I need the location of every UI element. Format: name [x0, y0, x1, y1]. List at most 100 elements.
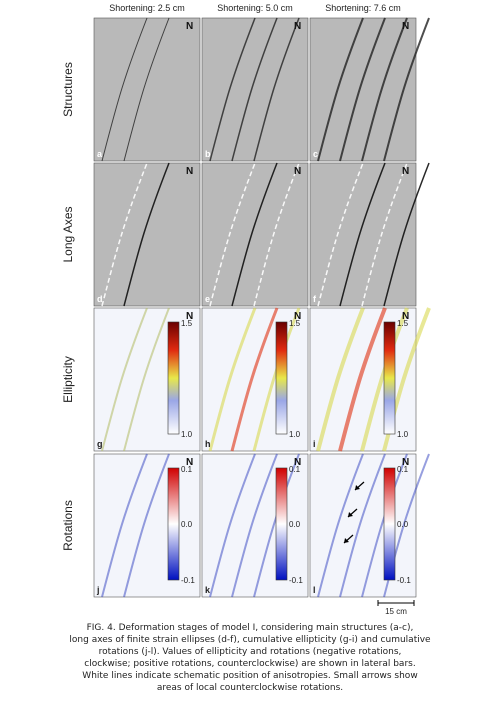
panel-letter: l — [313, 585, 316, 595]
colorbar-label: 1.5 — [397, 319, 409, 328]
north-label: N — [294, 21, 301, 32]
scale-label: 15 cm — [385, 607, 407, 616]
caption-line: clockwise; positive rotations, countercl… — [84, 659, 416, 669]
feature-line — [230, 307, 279, 452]
caption-line: White lines indicate schematic position … — [82, 671, 418, 681]
feature-line — [253, 453, 300, 598]
caption-line: areas of local counterclockwise rotation… — [156, 683, 344, 693]
panel — [93, 453, 201, 598]
panel — [93, 162, 201, 307]
panel-letter: e — [205, 294, 210, 304]
arrow-head — [348, 512, 353, 517]
north-label: N — [402, 21, 409, 32]
feature-line — [360, 307, 409, 452]
row-label: Ellipticity — [61, 356, 75, 403]
feature-line — [383, 162, 430, 307]
north-label: N — [294, 166, 301, 177]
column-header: Shortening: 2.5 cm — [109, 3, 185, 13]
colorbar-label: 0.1 — [397, 465, 409, 474]
colorbar-label: -0.1 — [181, 576, 195, 585]
caption-line: long axes of finite strain ellipses (d-f… — [69, 635, 431, 645]
arrow-head — [344, 538, 349, 543]
feature-line — [123, 307, 170, 452]
feature-line — [101, 17, 148, 162]
feature-line — [209, 453, 256, 598]
panel-letter: j — [96, 585, 100, 595]
colorbar-label: 0.0 — [289, 520, 301, 529]
colorbar-label: 0.1 — [289, 465, 301, 474]
colorbar-label: 1.0 — [397, 430, 409, 439]
feature-line — [231, 162, 278, 307]
feature-line — [252, 307, 301, 452]
north-label: N — [402, 166, 409, 177]
panel-letter: d — [97, 294, 103, 304]
caption-line: FIG. 4. Deformation stages of model I, c… — [86, 623, 414, 633]
feature-line — [123, 17, 170, 162]
colorbar-label: -0.1 — [397, 576, 411, 585]
north-label: N — [402, 457, 409, 468]
colorbar-label: 1.0 — [289, 430, 301, 439]
feature-line — [253, 162, 300, 307]
row-label: Rotations — [61, 500, 75, 551]
panel-letter: h — [205, 439, 211, 449]
panel — [201, 162, 309, 307]
feature-line — [209, 17, 256, 162]
north-label: N — [186, 21, 193, 32]
north-label: N — [402, 311, 409, 322]
feature-line — [338, 307, 387, 452]
feature-line — [317, 162, 364, 307]
feature-line — [123, 453, 170, 598]
figure: Shortening: 2.5 cm Shortening: 5.0 cm Shor… — [61, 3, 431, 616]
north-label: N — [186, 457, 193, 468]
panel — [201, 17, 309, 162]
panel — [309, 162, 417, 307]
feature-line — [339, 17, 386, 162]
colorbar — [167, 321, 180, 435]
caption: FIG. 4. Deformation stages of model I, c… — [20, 622, 480, 694]
panel — [93, 17, 201, 162]
panel-letter: f — [313, 294, 317, 304]
colorbar — [383, 321, 396, 435]
panel — [93, 307, 201, 452]
feature-line — [101, 162, 148, 307]
feature-line — [317, 453, 364, 598]
north-label: N — [294, 457, 301, 468]
feature-line — [316, 307, 365, 452]
colorbar-label: 1.5 — [181, 319, 193, 328]
colorbar-label: 1.5 — [289, 319, 301, 328]
column-header: Shortening: 7.6 cm — [325, 3, 401, 13]
colorbar — [383, 467, 396, 581]
north-label: N — [186, 166, 193, 177]
feature-line — [361, 453, 408, 598]
colorbar — [275, 321, 288, 435]
north-label: N — [186, 311, 193, 322]
feature-line — [123, 162, 170, 307]
column-header: Shortening: 5.0 cm — [217, 3, 293, 13]
arrow-head — [355, 485, 360, 490]
feature-line — [231, 453, 278, 598]
panel-letter: k — [205, 585, 211, 595]
panel-letter: b — [205, 149, 211, 159]
colorbar-label: 1.0 — [181, 430, 193, 439]
colorbar — [275, 467, 288, 581]
feature-line — [101, 453, 148, 598]
colorbar-label: 0.0 — [181, 520, 193, 529]
feature-line — [209, 162, 256, 307]
feature-line — [208, 307, 257, 452]
feature-line — [253, 17, 300, 162]
row-label: Long Axes — [61, 206, 75, 262]
feature-line — [339, 453, 386, 598]
feature-line — [101, 307, 148, 452]
panel-letter: i — [313, 439, 316, 449]
feature-line — [361, 17, 408, 162]
colorbar-label: 0.0 — [397, 520, 409, 529]
panel-letter: g — [97, 439, 103, 449]
north-label: N — [294, 311, 301, 322]
caption-line: rotations (j-l). Values of ellipticity a… — [98, 647, 402, 657]
panel-letter: a — [97, 149, 103, 159]
colorbar — [167, 467, 180, 581]
feature-line — [231, 17, 278, 162]
feature-line — [339, 162, 386, 307]
panel — [309, 17, 417, 162]
